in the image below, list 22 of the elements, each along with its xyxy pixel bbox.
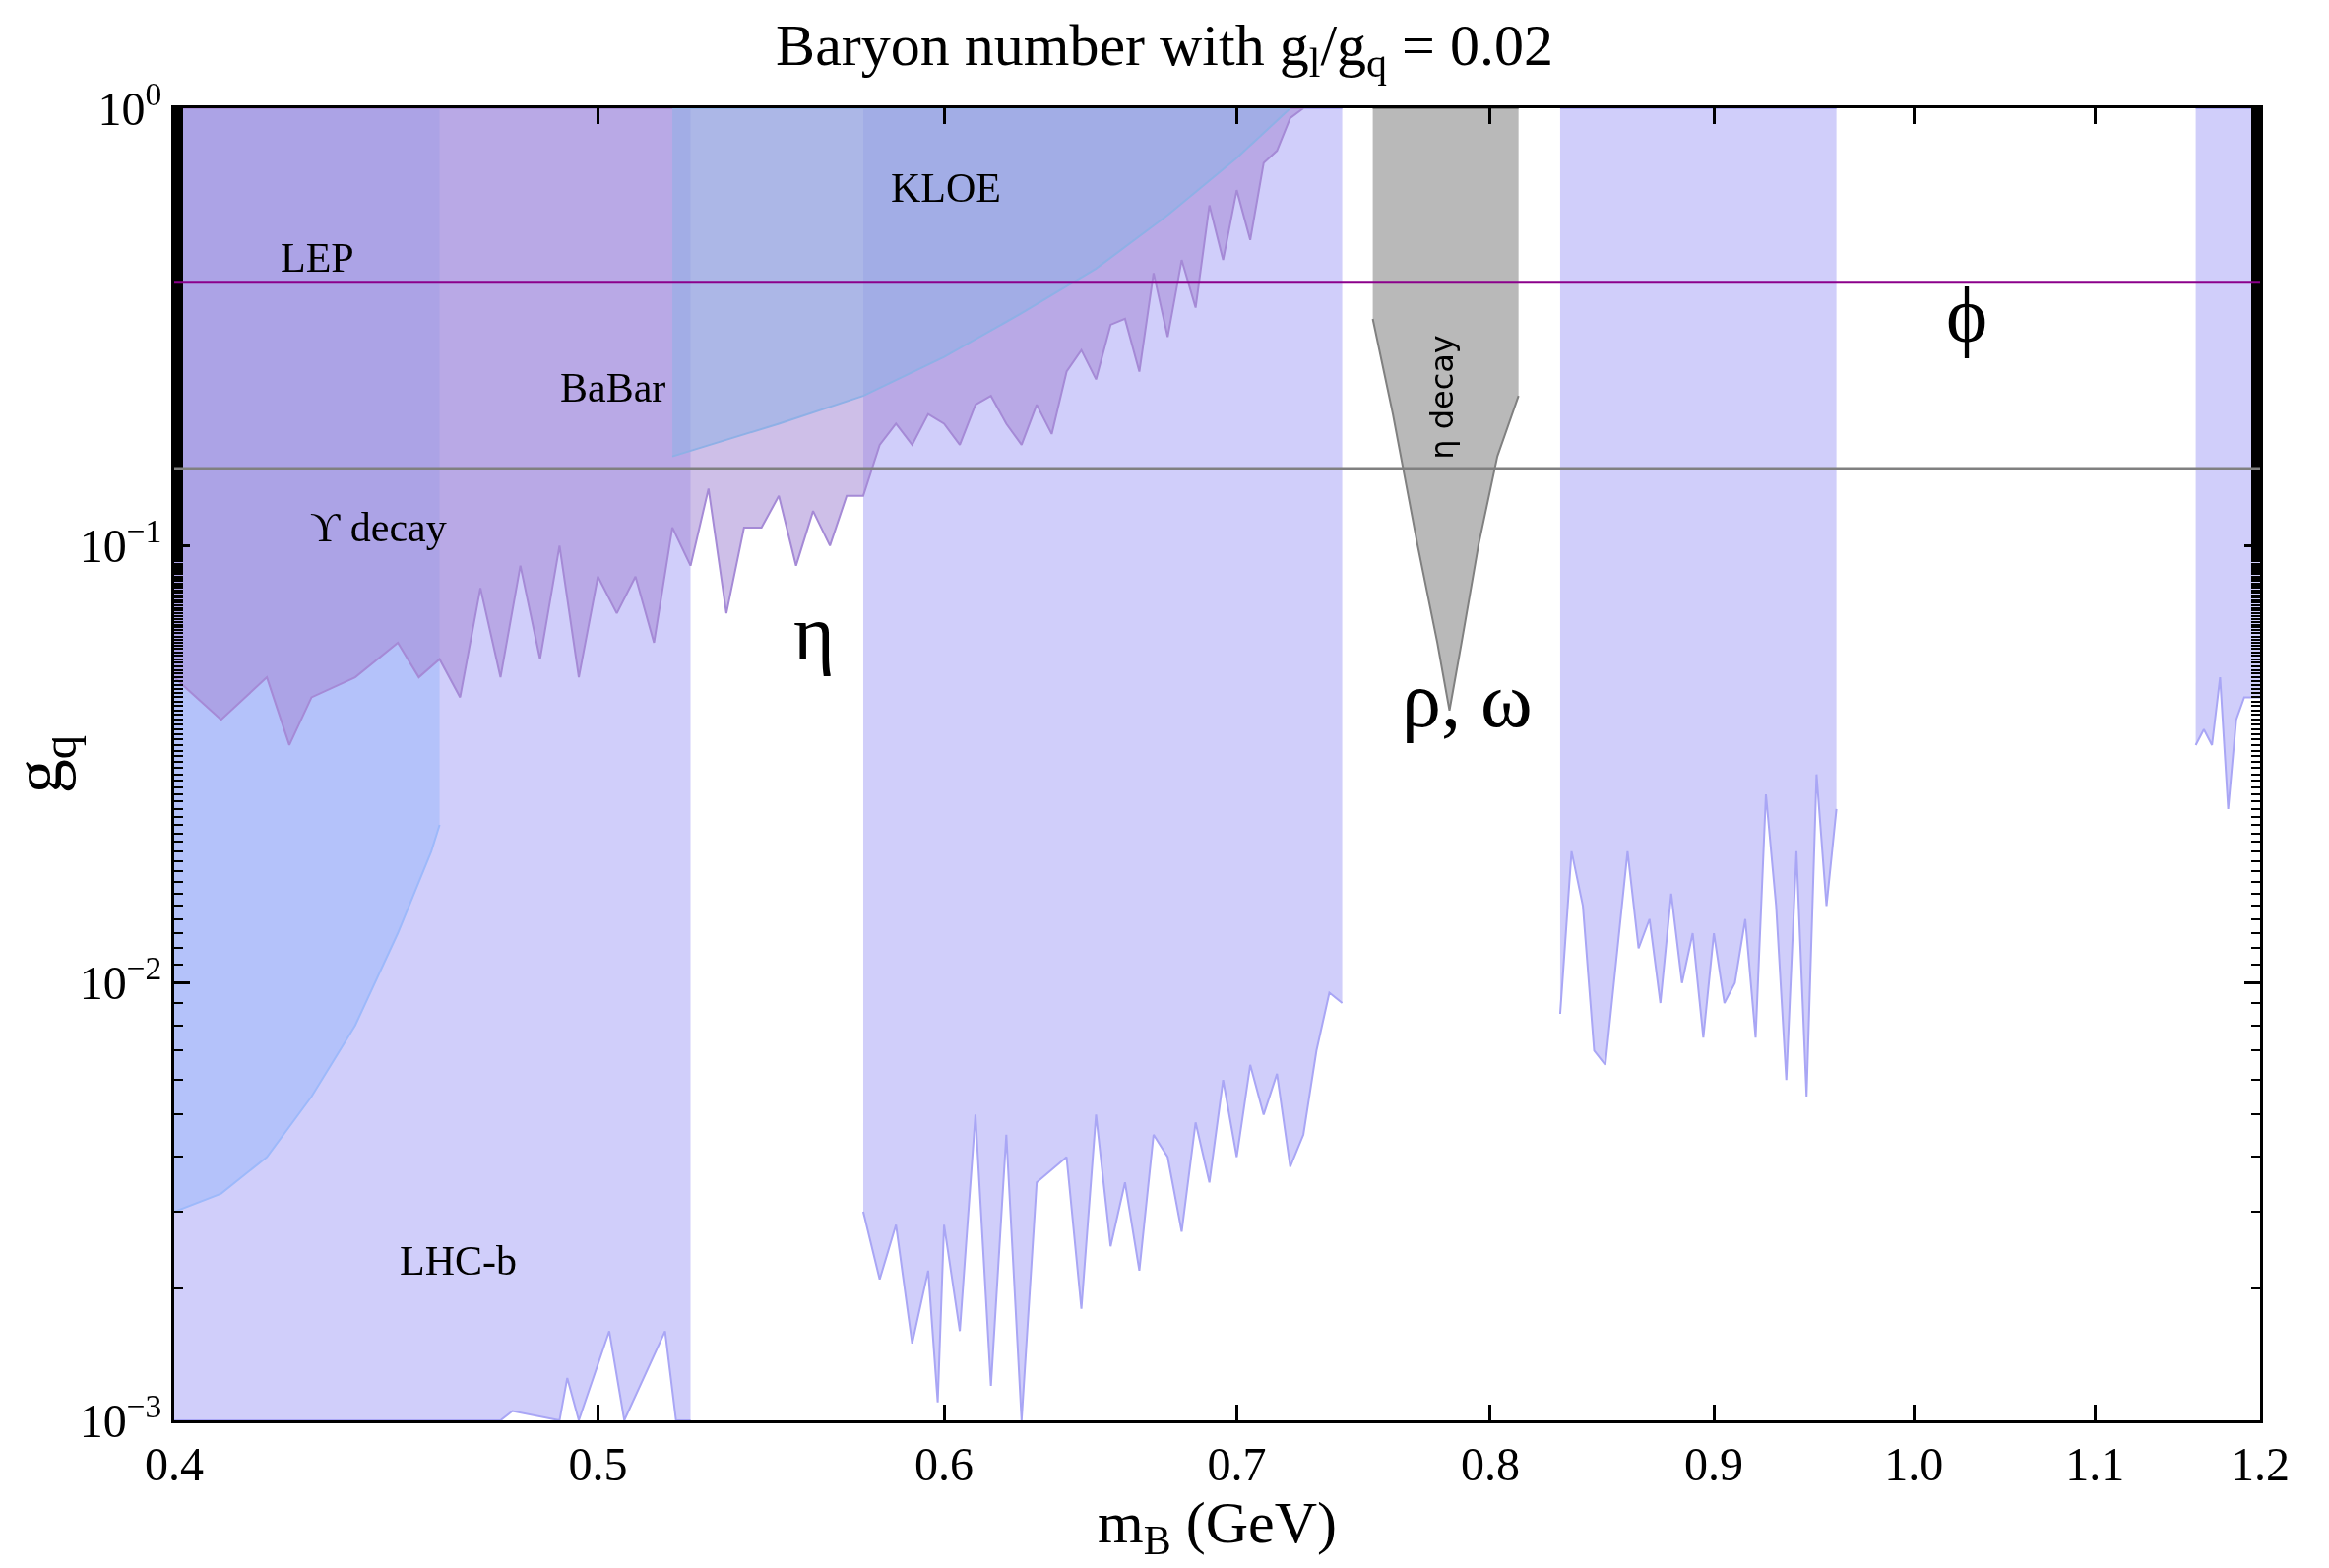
y-tick-label: 10$^{−2}$ [79, 950, 162, 1010]
annotation: η decay [1422, 335, 1461, 460]
x-axis-title: m$_{B}$ (GeV) [1098, 1489, 1337, 1564]
annotation: ϕ [1946, 272, 1988, 358]
x-tick-label: 1.2 [2231, 1437, 2290, 1490]
x-tick-label: 0.9 [1684, 1437, 1744, 1490]
annotation: ρ, ω [1402, 657, 1533, 743]
x-tick-label: 1.0 [1884, 1437, 1944, 1490]
x-tick-label: 0.8 [1460, 1437, 1520, 1490]
x-tick-label: 0.7 [1207, 1437, 1267, 1490]
x-tick-label: 1.1 [2065, 1437, 2125, 1490]
annotation: ϒ decay [310, 505, 447, 550]
annotation: LEP [281, 235, 354, 281]
annotation: BaBar [560, 365, 666, 410]
x-tick-label: 0.6 [914, 1437, 975, 1490]
annotation: η [793, 590, 835, 676]
chart-title: Baryon number with g$_{l}$/g$_{q}$ = 0.02 [776, 12, 1553, 87]
annotation: KLOE [891, 165, 1001, 211]
annotation: LHC-b [400, 1238, 517, 1284]
y-tick-label: 10$^{−1}$ [79, 512, 162, 573]
y-tick-label: 10$^{0}$ [97, 75, 162, 135]
x-tick-label: 0.5 [568, 1437, 628, 1490]
